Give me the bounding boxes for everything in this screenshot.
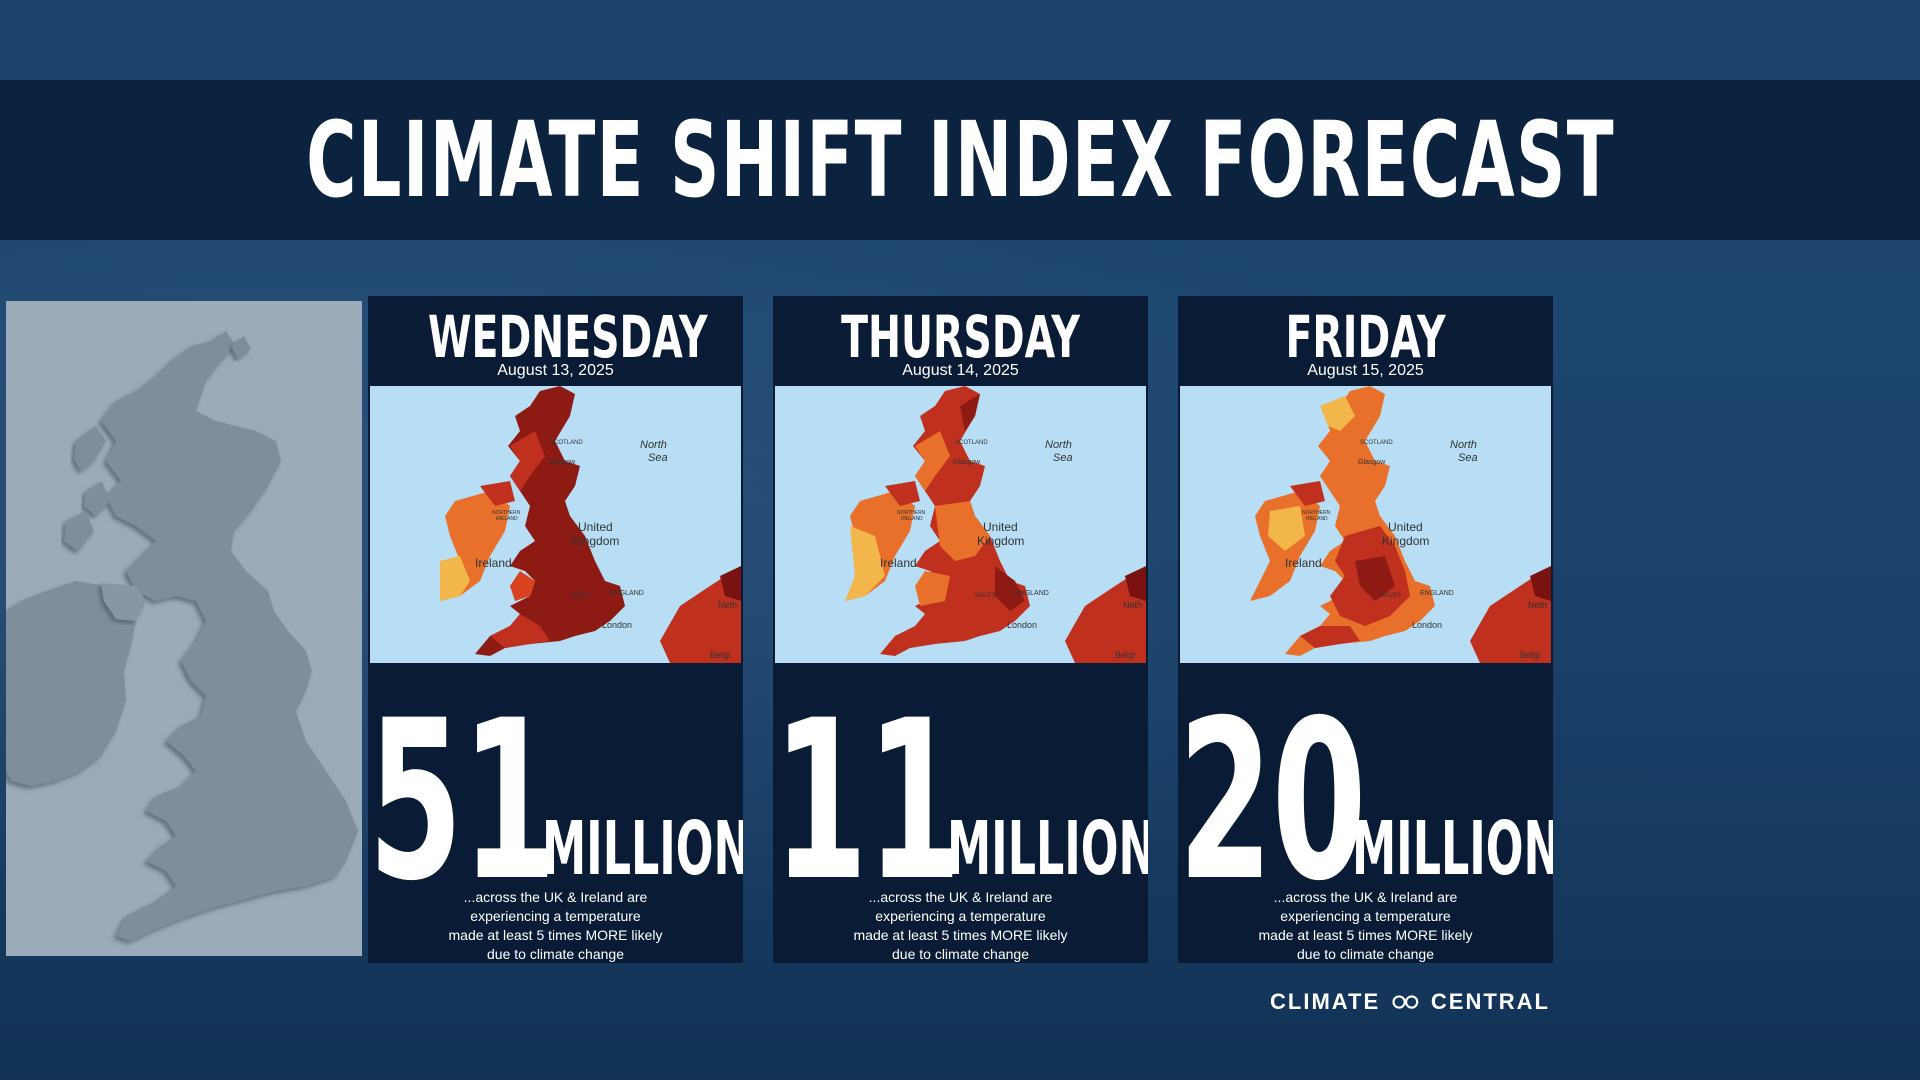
map-label-england: ENGLAND bbox=[1420, 590, 1454, 597]
map-label-northern: NORTHERN bbox=[492, 510, 521, 516]
card-caption: ...across the UK & Ireland are experienc… bbox=[773, 888, 1148, 963]
map-label-wales: WALES bbox=[975, 593, 996, 599]
forecast-card-friday: FRIDAY August 15, 2025 North Sea SCOTLAN… bbox=[1178, 296, 1553, 963]
caption-line: experiencing a temperature bbox=[470, 908, 641, 924]
card-date: August 15, 2025 bbox=[1307, 362, 1424, 379]
infinity-icon bbox=[1392, 995, 1419, 1009]
affected-population-number: 20 bbox=[1178, 673, 1367, 929]
card-day: THURSDAY bbox=[841, 303, 1080, 371]
map-label-kingdom: Kingdom bbox=[572, 534, 619, 548]
card-caption: ...across the UK & Ireland are experienc… bbox=[1178, 888, 1553, 963]
csi-heat-map: North Sea SCOTLAND Glasgow NORTHERN IREL… bbox=[775, 386, 1146, 663]
map-label-neth: Neth bbox=[718, 600, 737, 610]
caption-line: experiencing a temperature bbox=[875, 908, 1046, 924]
population-unit: MILLION bbox=[947, 806, 1148, 892]
caption-line: made at least 5 times MORE likely bbox=[853, 927, 1068, 943]
caption-line: due to climate change bbox=[892, 946, 1029, 962]
map-label-north: North bbox=[1045, 439, 1072, 451]
map-label-ireland: Ireland bbox=[475, 556, 512, 570]
card-date: August 14, 2025 bbox=[902, 362, 1019, 379]
caption-line: due to climate change bbox=[1297, 946, 1434, 962]
map-label-kingdom: Kingdom bbox=[1382, 534, 1429, 548]
map-label-northern: NORTHERN bbox=[897, 510, 926, 516]
caption-line: ...across the UK & Ireland are bbox=[868, 889, 1053, 905]
map-label-wales: WALES bbox=[570, 593, 591, 599]
map-label-ireland-north: IRELAND bbox=[901, 516, 923, 522]
page-title: CLIMATE SHIFT INDEX FORECAST bbox=[305, 99, 1615, 221]
population-unit: MILLION bbox=[542, 806, 743, 892]
map-label-belg: Belgi bbox=[1115, 650, 1135, 660]
heat-map-graphic: North Sea SCOTLAND Glasgow NORTHERN IREL… bbox=[370, 386, 741, 663]
map-label-london: London bbox=[1412, 620, 1442, 630]
card-caption: ...across the UK & Ireland are experienc… bbox=[368, 888, 743, 963]
title-band: CLIMATE SHIFT INDEX FORECAST bbox=[0, 80, 1920, 240]
map-label-belg: Belgi bbox=[710, 650, 730, 660]
csi-heat-map: North Sea SCOTLAND Glasgow NORTHERN IREL… bbox=[370, 386, 741, 663]
forecast-card-wednesday: WEDNESDAY August 13, 2025 North Sea SCOT… bbox=[368, 296, 743, 963]
map-label-glasgow: Glasgow bbox=[548, 459, 576, 466]
map-label-sea: Sea bbox=[1053, 452, 1073, 464]
caption-line: experiencing a temperature bbox=[1280, 908, 1451, 924]
card-day: FRIDAY bbox=[1285, 303, 1446, 371]
card-day: WEDNESDAY bbox=[428, 303, 708, 371]
affected-population-number: 11 bbox=[773, 673, 962, 929]
caption-line: due to climate change bbox=[487, 946, 624, 962]
map-label-ireland-north: IRELAND bbox=[1306, 516, 1328, 522]
map-label-england: ENGLAND bbox=[610, 590, 644, 597]
uk-ireland-relief-map bbox=[6, 301, 362, 956]
map-label-scotland: SCOTLAND bbox=[955, 440, 988, 446]
csi-heat-map: North Sea SCOTLAND Glasgow NORTHERN IREL… bbox=[1180, 386, 1551, 663]
relief-map-graphic bbox=[6, 331, 358, 941]
climate-central-logo: CLIMATE CENTRAL bbox=[1270, 988, 1550, 1016]
map-label-london: London bbox=[1007, 620, 1037, 630]
card-date: August 13, 2025 bbox=[497, 362, 614, 379]
map-label-united: United bbox=[1388, 520, 1423, 534]
map-label-sea: Sea bbox=[1458, 452, 1478, 464]
map-label-ireland-north: IRELAND bbox=[496, 516, 518, 522]
caption-line: ...across the UK & Ireland are bbox=[1273, 889, 1458, 905]
map-label-scotland: SCOTLAND bbox=[1360, 440, 1393, 446]
map-label-north: North bbox=[1450, 439, 1477, 451]
map-label-glasgow: Glasgow bbox=[953, 459, 981, 466]
logo-text-left: CLIMATE bbox=[1270, 989, 1381, 1014]
map-label-belg: Belgi bbox=[1520, 650, 1540, 660]
map-label-united: United bbox=[983, 520, 1018, 534]
map-label-london: London bbox=[602, 620, 632, 630]
map-label-ireland: Ireland bbox=[1285, 556, 1322, 570]
map-label-england: ENGLAND bbox=[1015, 590, 1049, 597]
heat-map-graphic: North Sea SCOTLAND Glasgow NORTHERN IREL… bbox=[775, 386, 1146, 663]
map-label-wales: WALES bbox=[1380, 593, 1401, 599]
map-label-northern: NORTHERN bbox=[1302, 510, 1331, 516]
logo-text-right: CENTRAL bbox=[1430, 989, 1550, 1014]
caption-line: made at least 5 times MORE likely bbox=[1258, 927, 1473, 943]
map-label-neth: Neth bbox=[1528, 600, 1547, 610]
map-label-ireland: Ireland bbox=[880, 556, 917, 570]
map-label-sea: Sea bbox=[648, 452, 668, 464]
map-label-north: North bbox=[640, 439, 667, 451]
caption-line: made at least 5 times MORE likely bbox=[448, 927, 663, 943]
map-label-united: United bbox=[578, 520, 613, 534]
population-unit: MILLION bbox=[1352, 806, 1553, 892]
forecast-card-thursday: THURSDAY August 14, 2025 North Sea SCOTL… bbox=[773, 296, 1148, 963]
heat-map-graphic: North Sea SCOTLAND Glasgow NORTHERN IREL… bbox=[1180, 386, 1551, 663]
map-label-neth: Neth bbox=[1123, 600, 1142, 610]
map-label-glasgow: Glasgow bbox=[1358, 459, 1386, 466]
caption-line: ...across the UK & Ireland are bbox=[463, 889, 648, 905]
map-label-kingdom: Kingdom bbox=[977, 534, 1024, 548]
affected-population-number: 51 bbox=[368, 673, 557, 929]
map-label-scotland: SCOTLAND bbox=[550, 440, 583, 446]
